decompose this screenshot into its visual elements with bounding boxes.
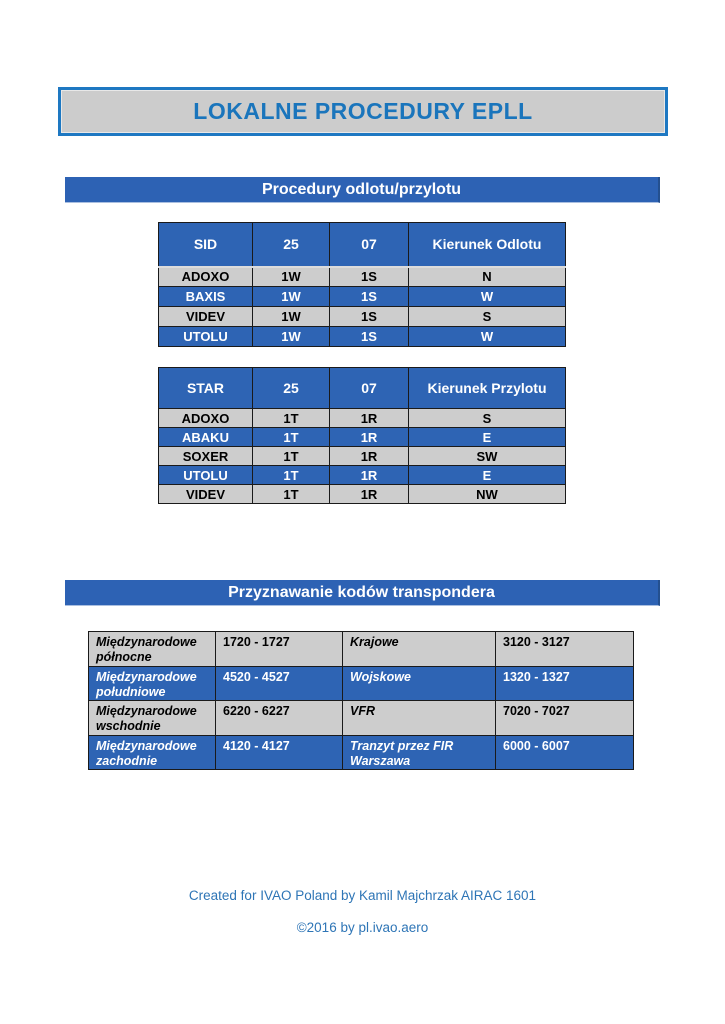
table-row: Międzynarodowe wschodnie 6220 - 6227 VFR… — [88, 700, 634, 736]
table-cell: UTOLU — [158, 326, 253, 347]
table-cell: Międzynarodowe południowe — [88, 665, 216, 701]
table-cell: UTOLU — [158, 465, 253, 485]
table-row: VIDEV 1T 1R NW — [158, 484, 566, 504]
table-cell: 3120 - 3127 — [495, 631, 634, 667]
table-cell: 1W — [252, 306, 330, 327]
table-cell: 1S — [329, 306, 409, 327]
table-cell: 1T — [252, 484, 330, 504]
table-cell: 1R — [329, 465, 409, 485]
table-cell: BAXIS — [158, 286, 253, 307]
table-row: ABAKU 1T 1R E — [158, 427, 566, 447]
table-header-cell: 25 — [252, 222, 330, 268]
table-cell: Międzynarodowe północne — [88, 631, 216, 667]
section-heading-transponder: Przyznawanie kodów transpondera — [65, 580, 660, 606]
table-cell: 1320 - 1327 — [495, 665, 634, 701]
table-row: ADOXO 1T 1R S — [158, 408, 566, 428]
table-cell: Krajowe — [342, 631, 496, 667]
table-cell: 1W — [252, 326, 330, 347]
footer-copyright: ©2016 by pl.ivao.aero — [296, 920, 429, 935]
table-header-cell: STAR — [158, 367, 253, 409]
table-cell: 1R — [329, 446, 409, 466]
table-cell: 1S — [329, 266, 409, 287]
table-row: UTOLU 1W 1S W — [158, 326, 566, 347]
table-cell: W — [408, 326, 566, 347]
table-row: ADOXO 1W 1S N — [158, 266, 566, 287]
transponder-table: Międzynarodowe północne 1720 - 1727 Kraj… — [88, 631, 634, 770]
table-cell: 7020 - 7027 — [495, 700, 634, 736]
table-cell: Tranzyt przez FIR Warszawa — [342, 734, 496, 770]
table-cell: Międzynarodowe wschodnie — [88, 700, 216, 736]
table-cell: E — [408, 427, 566, 447]
title-box: LOKALNE PROCEDURY EPLL — [58, 87, 668, 136]
table-cell: E — [408, 465, 566, 485]
table-cell: W — [408, 286, 566, 307]
table-row: BAXIS 1W 1S W — [158, 286, 566, 307]
table-cell: ABAKU — [158, 427, 253, 447]
section-heading-transponder-label: Przyznawanie kodów transpondera — [228, 583, 495, 601]
table-cell: 4120 - 4127 — [215, 734, 343, 770]
table-cell: 1R — [329, 427, 409, 447]
table-row: SOXER 1T 1R SW — [158, 446, 566, 466]
footer-credit: Created for IVAO Poland by Kamil Majchrz… — [188, 888, 537, 903]
table-cell: 1T — [252, 408, 330, 428]
page-title: LOKALNE PROCEDURY EPLL — [193, 98, 533, 124]
table-cell: VFR — [342, 700, 496, 736]
table-header-cell: SID — [158, 222, 253, 268]
table-header-cell: 25 — [252, 367, 330, 409]
table-cell: SOXER — [158, 446, 253, 466]
table-header-cell: 07 — [329, 367, 409, 409]
table-cell: 1S — [329, 326, 409, 347]
table-cell: 1R — [329, 408, 409, 428]
table-cell: VIDEV — [158, 484, 253, 504]
table-cell: 1T — [252, 446, 330, 466]
table-cell: 1W — [252, 266, 330, 287]
section-heading-departures-label: Procedury odlotu/przylotu — [261, 180, 462, 198]
table-row: UTOLU 1T 1R E — [158, 465, 566, 485]
table-cell: 1R — [329, 484, 409, 504]
table-cell: 6000 - 6007 — [495, 734, 634, 770]
table-cell: 1720 - 1727 — [215, 631, 343, 667]
table-cell: 4520 - 4527 — [215, 665, 343, 701]
table-cell: NW — [408, 484, 566, 504]
section-heading-departures: Procedury odlotu/przylotu — [65, 177, 660, 203]
table-header-cell: 07 — [329, 222, 409, 268]
table-cell: Międzynarodowe zachodnie — [88, 734, 216, 770]
table-cell: VIDEV — [158, 306, 253, 327]
table-row: Międzynarodowe południowe 4520 - 4527 Wo… — [88, 665, 634, 701]
sid-table: SID 25 07 Kierunek Odlotu ADOXO 1W 1S N … — [158, 222, 566, 347]
table-row: Międzynarodowe zachodnie 4120 - 4127 Tra… — [88, 734, 634, 770]
table-cell: ADOXO — [158, 408, 253, 428]
table-cell: ADOXO — [158, 266, 253, 287]
table-cell: Wojskowe — [342, 665, 496, 701]
star-table: STAR 25 07 Kierunek Przylotu ADOXO 1T 1R… — [158, 367, 566, 504]
table-cell: N — [408, 266, 566, 287]
table-header-cell: Kierunek Przylotu — [408, 367, 566, 409]
table-header-cell: Kierunek Odlotu — [408, 222, 566, 268]
table-cell: 1T — [252, 465, 330, 485]
table-header-row: SID 25 07 Kierunek Odlotu — [158, 222, 566, 268]
table-cell: S — [408, 408, 566, 428]
table-row: VIDEV 1W 1S S — [158, 306, 566, 327]
table-cell: 1T — [252, 427, 330, 447]
table-cell: 6220 - 6227 — [215, 700, 343, 736]
table-cell: 1S — [329, 286, 409, 307]
table-header-row: STAR 25 07 Kierunek Przylotu — [158, 367, 566, 409]
table-row: Międzynarodowe północne 1720 - 1727 Kraj… — [88, 631, 634, 667]
table-cell: SW — [408, 446, 566, 466]
table-cell: S — [408, 306, 566, 327]
table-cell: 1W — [252, 286, 330, 307]
